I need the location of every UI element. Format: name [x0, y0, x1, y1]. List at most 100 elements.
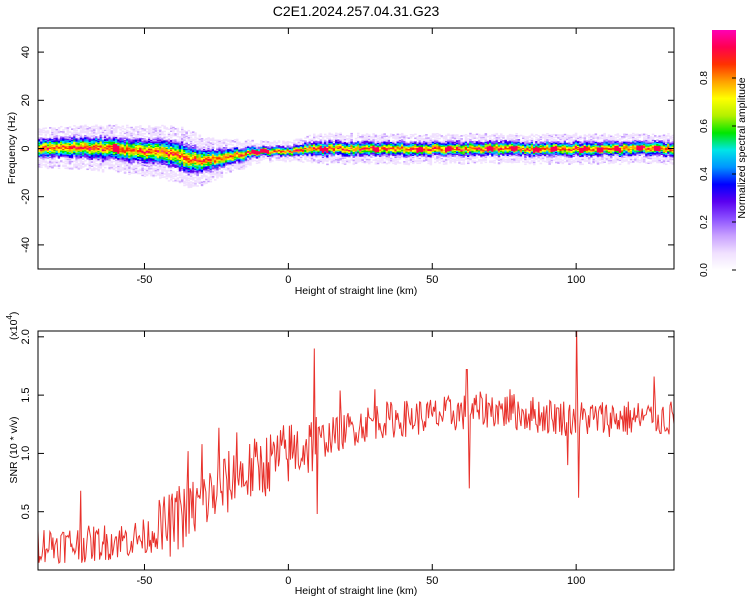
heatmap-cell: [121, 158, 125, 161]
heatmap-cell: [115, 151, 118, 154]
heatmap-cell: [409, 134, 413, 136]
heatmap-cell: [379, 157, 382, 159]
heatmap-cell: [178, 158, 182, 161]
heatmap-cell: [310, 161, 314, 164]
heatmap-cell: [68, 136, 72, 138]
heatmap-cell: [363, 155, 367, 158]
heatmap-cell: [205, 152, 208, 154]
heatmap-cell: [286, 147, 290, 149]
heatmap-cell: [165, 137, 169, 139]
heatmap-cell: [44, 156, 48, 159]
heatmap-cell: [387, 147, 391, 150]
heatmap-cell: [317, 159, 320, 162]
heatmap-cell: [167, 135, 171, 138]
heatmap-cell: [163, 143, 166, 146]
heatmap-cell: [271, 153, 274, 155]
heatmap-cell: [174, 147, 177, 149]
heatmap-cell: [172, 163, 175, 165]
heatmap-cell: [273, 141, 276, 144]
heatmap-cell: [306, 148, 309, 150]
heatmap-cell: [143, 148, 147, 150]
heatmap-cell: [44, 154, 48, 157]
heatmap-cell: [337, 144, 340, 146]
heatmap-cell: [262, 158, 265, 160]
heatmap-cell: [304, 151, 307, 154]
heatmap-cell: [143, 136, 147, 138]
heatmap-cell: [115, 126, 118, 128]
heatmap-cell: [60, 150, 63, 152]
heatmap-cell: [189, 167, 193, 169]
heatmap-cell: [282, 142, 285, 145]
heatmap-cell: [269, 151, 272, 153]
heatmap-cell: [258, 149, 261, 152]
heatmap-cell: [156, 168, 160, 171]
heatmap-cell: [277, 153, 281, 155]
heatmap-cell: [405, 150, 408, 152]
heatmap-cell: [79, 135, 83, 137]
heatmap-cell: [209, 142, 213, 144]
heatmap-cell: [143, 147, 147, 149]
heatmap-cell: [57, 161, 61, 163]
heatmap-cell: [187, 149, 191, 151]
heatmap-cell: [189, 147, 193, 150]
heatmap-cell: [299, 156, 303, 159]
heatmap-cell: [227, 164, 230, 167]
heatmap-cell: [209, 156, 213, 159]
heatmap-cell: [205, 168, 208, 170]
heatmap-cell: [207, 148, 210, 150]
heatmap-cell: [178, 151, 182, 153]
heatmap-cell: [198, 160, 202, 163]
heatmap-cell: [222, 141, 226, 144]
heatmap-cell: [216, 174, 219, 177]
heatmap-cell: [306, 135, 309, 138]
heatmap-cell: [346, 155, 349, 157]
heatmap-cell: [159, 143, 162, 146]
heatmap-cell: [341, 149, 345, 151]
heatmap-cell: [339, 140, 342, 143]
heatmap-cell: [181, 130, 184, 133]
heatmap-cell: [370, 148, 373, 150]
heatmap-cell: [205, 151, 208, 153]
heatmap-cell: [383, 140, 386, 142]
heatmap-cell: [185, 154, 188, 157]
heatmap-cell: [218, 142, 221, 145]
heatmap-cell: [139, 160, 142, 163]
heatmap-cell: [82, 128, 85, 131]
heatmap-cell: [60, 147, 63, 149]
heatmap-cell: [332, 150, 336, 153]
heatmap-cell: [130, 153, 133, 155]
heatmap-cell: [365, 150, 369, 153]
heatmap-cell: [218, 151, 221, 154]
heatmap-cell: [73, 151, 76, 153]
heatmap-cell: [244, 161, 248, 163]
heatmap-cell: [84, 142, 87, 145]
heatmap-cell: [176, 138, 180, 141]
heatmap-cell: [82, 130, 85, 133]
heatmap-cell: [57, 148, 61, 150]
heatmap-cell: [152, 147, 155, 149]
heatmap-cell: [368, 142, 371, 145]
heatmap-cell: [163, 169, 166, 171]
heatmap-cell: [214, 171, 217, 173]
heatmap-cell: [238, 151, 241, 154]
heatmap-cell: [220, 157, 224, 159]
heatmap-cell: [101, 147, 105, 150]
heatmap-cell: [392, 134, 395, 136]
heatmap-cell: [341, 141, 345, 143]
heatmap-cell: [198, 178, 202, 180]
heatmap-cell: [115, 142, 118, 145]
heatmap-cell: [137, 155, 140, 158]
heatmap-cell: [110, 150, 114, 153]
heatmap-cell: [49, 152, 52, 155]
heatmap-cell: [141, 130, 144, 132]
heatmap-cell: [403, 147, 406, 150]
heatmap-cell: [150, 152, 153, 155]
heatmap-cell: [330, 139, 334, 142]
heatmap-cell: [170, 147, 173, 150]
heatmap-cell: [97, 127, 100, 129]
heatmap-cell: [315, 155, 318, 158]
heatmap-cell: [209, 162, 213, 165]
heatmap-cell: [104, 152, 107, 155]
heatmap-cell: [57, 132, 61, 134]
heatmap-cell: [216, 171, 219, 174]
